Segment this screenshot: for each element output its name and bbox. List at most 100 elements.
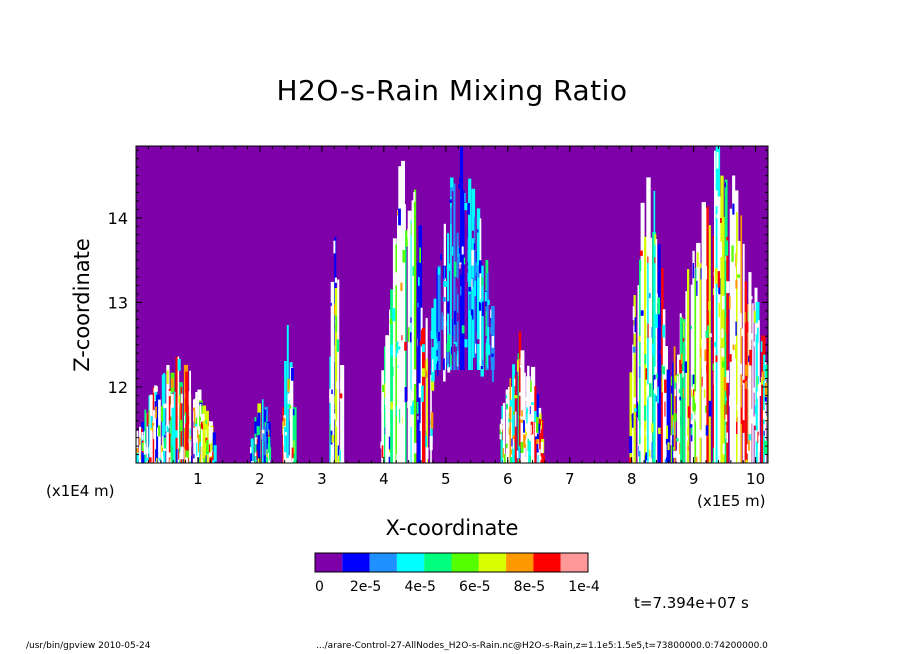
rain-streak <box>718 302 720 318</box>
x-tick-label: 8 <box>627 470 637 488</box>
rain-streak <box>430 331 434 339</box>
rain-streak <box>446 351 450 365</box>
rain-streak <box>333 240 336 254</box>
rain-streak <box>472 357 476 373</box>
rain-streak <box>139 426 143 463</box>
y-tick-label: 14 <box>108 209 128 228</box>
rain-streak <box>756 327 759 343</box>
rain-streak <box>486 273 489 371</box>
rain-streak <box>701 341 703 351</box>
x-tick-label: 4 <box>379 470 389 488</box>
rain-streak <box>657 297 660 315</box>
rain-streak <box>751 408 754 424</box>
rain-streak <box>701 237 705 250</box>
rain-streak <box>467 203 470 215</box>
rain-streak <box>540 442 544 453</box>
rain-streak <box>407 327 410 342</box>
colorbar-frame <box>314 552 589 573</box>
rain-streak <box>388 456 391 463</box>
rain-streak <box>402 289 406 294</box>
rain-streak <box>263 455 266 463</box>
rain-streak <box>472 313 474 320</box>
rain-streak <box>536 439 540 444</box>
rain-streak <box>541 455 545 463</box>
rain-streak <box>512 435 516 442</box>
rain-streak <box>507 445 511 452</box>
rain-streak <box>389 309 391 463</box>
rain-streak <box>329 356 332 463</box>
rain-streak <box>528 453 530 463</box>
rain-streak <box>530 404 533 422</box>
rain-streak <box>695 410 698 422</box>
rain-streak <box>741 328 744 337</box>
rain-streak <box>401 405 406 417</box>
rain-streak <box>413 189 417 463</box>
rain-streak <box>292 458 294 462</box>
rain-streak <box>719 241 723 258</box>
rain-streak <box>693 415 697 419</box>
rain-streak <box>457 351 460 366</box>
y-tick-label: 13 <box>108 293 128 312</box>
rain-streak <box>685 436 687 446</box>
rain-streak <box>655 293 659 304</box>
rain-streak <box>254 421 258 434</box>
rain-streak <box>732 175 736 463</box>
rain-streak <box>523 372 526 463</box>
rain-streak <box>637 285 640 463</box>
rain-streak <box>745 380 747 389</box>
rain-streak <box>502 402 506 463</box>
rain-streak <box>254 437 258 445</box>
rain-streak <box>534 422 537 437</box>
rain-streak <box>721 347 725 357</box>
rain-streak <box>502 424 504 430</box>
rain-streak <box>531 462 535 463</box>
rain-streak <box>156 457 158 463</box>
rain-streak <box>410 414 413 427</box>
rain-streak <box>708 301 711 311</box>
rain-streak <box>742 379 746 383</box>
rain-streak <box>390 289 395 463</box>
rain-streak <box>268 436 271 453</box>
rain-streak <box>476 208 481 370</box>
rain-streak <box>518 445 520 459</box>
rain-streak <box>726 281 730 293</box>
rain-streak <box>143 431 145 449</box>
rain-streak <box>203 458 206 463</box>
rain-streak <box>696 242 701 463</box>
rain-streak <box>411 259 416 265</box>
rain-streak <box>729 208 735 463</box>
rain-streak <box>146 447 150 454</box>
rain-streak <box>726 370 730 383</box>
rain-streak <box>149 457 152 463</box>
rain-streak <box>402 420 406 425</box>
rain-streak <box>654 366 656 375</box>
rain-streak <box>692 263 695 279</box>
rain-streak <box>447 263 451 271</box>
rain-streak <box>148 443 150 449</box>
rain-streak <box>648 292 651 299</box>
rain-streak <box>407 210 412 463</box>
rain-streak <box>764 396 767 402</box>
rain-streak <box>761 359 763 368</box>
rain-streak <box>393 263 397 273</box>
rain-streak <box>729 395 731 407</box>
rain-streak <box>511 438 514 447</box>
rain-streak <box>175 356 178 463</box>
rain-streak <box>335 315 338 332</box>
rain-streak <box>189 428 191 443</box>
rain-streak <box>472 277 475 287</box>
rain-streak <box>148 395 151 463</box>
rain-streak <box>166 365 170 463</box>
rain-streak <box>632 397 636 404</box>
rain-streak <box>666 425 668 439</box>
rain-streak <box>431 317 433 330</box>
rain-streak <box>283 452 287 463</box>
rain-streak <box>714 225 717 239</box>
rain-streak <box>381 445 384 458</box>
x-tick-label: 9 <box>689 470 699 488</box>
rain-streak <box>293 440 295 454</box>
rain-streak <box>398 208 401 226</box>
rain-streak <box>638 335 642 342</box>
chart-title: H2O-s-Rain Mixing Ratio <box>276 74 628 107</box>
rain-streak <box>505 389 510 463</box>
